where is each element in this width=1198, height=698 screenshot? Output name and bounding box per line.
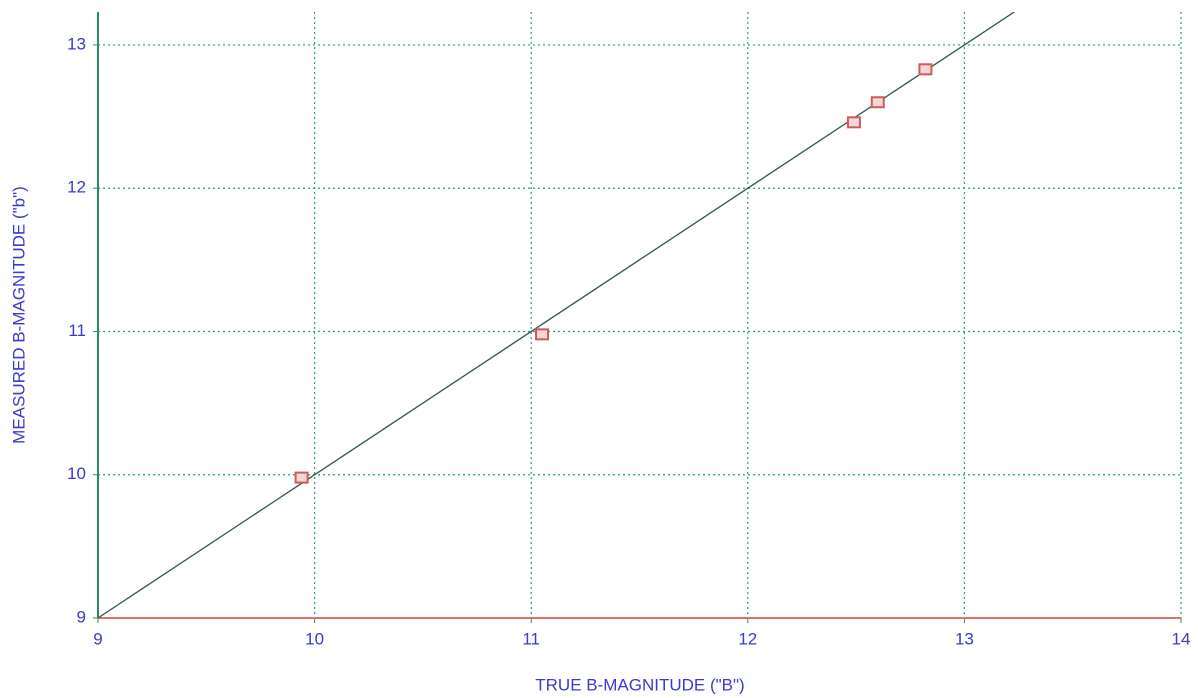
y-tick-label: 11 (68, 321, 86, 340)
x-tick-label: 11 (522, 629, 540, 648)
y-tick-label: 13 (67, 34, 86, 53)
y-axis-title: MEASURED B-MAGNITUDE ("b") (9, 186, 28, 444)
point (870, 96, 885, 109)
x-tick-label: 10 (305, 629, 324, 648)
x-tick-label: 12 (738, 629, 757, 648)
point (535, 328, 550, 341)
point (918, 63, 933, 76)
x-tick-label: 14 (1172, 629, 1191, 648)
x-tick-label: 9 (93, 629, 102, 648)
reference-line (98, 12, 1016, 618)
point (294, 471, 309, 484)
x-axis-title: TRUE B-MAGNITUDE ("B") (535, 675, 744, 694)
y-tick-label: 10 (67, 464, 86, 483)
y-tick-label: 12 (67, 178, 86, 197)
y-tick-label: 9 (77, 607, 86, 626)
point (846, 116, 861, 129)
x-tick-label: 13 (955, 629, 974, 648)
